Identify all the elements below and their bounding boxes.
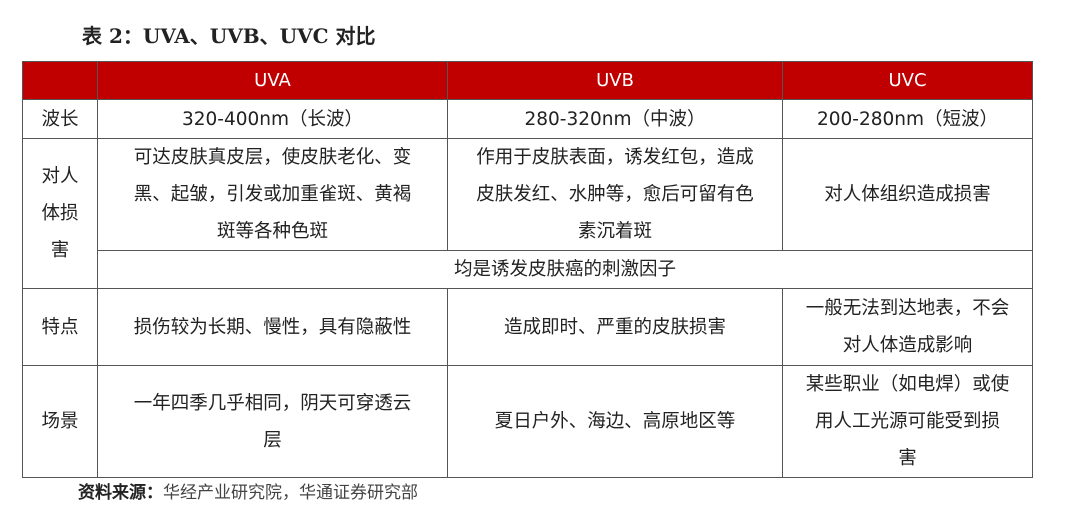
text-line: 一年四季几乎相同，阴天可穿透云 — [133, 392, 412, 414]
cell-wavelength-uva: 320-400nm（长波） — [97, 99, 448, 139]
source-text: 华经产业研究院，华通证券研究部 — [163, 483, 418, 503]
source-label: 资料来源： — [78, 483, 163, 503]
cell-harm-uva: 可达皮肤真皮层，使皮肤老化、变 黑、起皱，引发或加重雀斑、黄褐 斑等各种色斑 — [97, 138, 448, 251]
header-row: UVA UVB UVC — [22, 61, 1033, 100]
cell-harm-uvb: 作用于皮肤表面，诱发红包，造成 皮肤发红、水肿等，愈后可留有色 素沉着斑 — [447, 138, 783, 251]
header-cell-uvc: UVC — [782, 61, 1033, 100]
table-row-wavelength: 波长 320-400nm（长波） 280-320nm（中波） 200-280nm… — [22, 99, 1033, 139]
label-line: 对人 — [41, 166, 79, 187]
table-row-harm-common: 均是诱发皮肤癌的刺激因子 — [23, 250, 1033, 289]
text-line: 斑等各种色斑 — [216, 221, 328, 242]
text-line: 可达皮肤真皮层，使皮肤老化、变 — [133, 147, 412, 168]
uv-comparison-table: UVA UVB UVC 波长 320-400nm（长波） 280-320nm（中… — [22, 61, 1033, 478]
cell-harm-common: 均是诱发皮肤癌的刺激因子 — [97, 250, 1033, 289]
cell-harm-uvc: 对人体组织造成损害 — [782, 138, 1033, 251]
cell-features-uva: 损伤较为长期、慢性，具有隐蔽性 — [97, 288, 448, 366]
text-line: 皮肤发红、水肿等，愈后可留有色 — [476, 184, 754, 205]
cell-scene-uvb: 夏日户外、海边、高原地区等 — [447, 365, 783, 478]
cell-wavelength-uvc: 200-280nm（短波） — [782, 99, 1033, 139]
text-line: 害 — [898, 448, 917, 469]
text-line: 对人体造成影响 — [842, 335, 973, 356]
text-line: 素沉着斑 — [577, 221, 652, 242]
source-note: 资料来源：华经产业研究院，华通证券研究部 — [78, 478, 418, 503]
cell-scene-uvc: 某些职业（如电焊）或使 用人工光源可能受到损 害 — [782, 365, 1033, 478]
row-label-scene: 场景 — [22, 365, 98, 478]
row-label-harm: 对人 体损 害 — [22, 138, 98, 289]
header-cell-uvb: UVB — [447, 61, 783, 100]
text-line: 某些职业（如电焊）或使 — [805, 374, 1010, 395]
table-row-scene: 场景 一年四季几乎相同，阴天可穿透云 层 夏日户外、海边、高原地区等 某些职业（… — [22, 365, 1033, 478]
table-row-harm: 对人 体损 害 可达皮肤真皮层，使皮肤老化、变 黑、起皱，引发或加重雀斑、黄褐 … — [22, 138, 1033, 289]
cell-features-uvc: 一般无法到达地表，不会 对人体造成影响 — [782, 288, 1033, 366]
table-caption: 表 2：UVA、UVB、UVC 对比 — [82, 24, 376, 48]
cell-features-uvb: 造成即时、严重的皮肤损害 — [447, 288, 783, 366]
label-line: 体损 — [41, 203, 79, 224]
text-line: 作用于皮肤表面，诱发红包，造成 — [476, 147, 754, 168]
text-line: 黑、起皱，引发或加重雀斑、黄褐 — [133, 184, 412, 205]
text-line: 一般无法到达地表，不会 — [805, 298, 1010, 319]
cell-wavelength-uvb: 280-320nm（中波） — [447, 99, 783, 139]
label-line: 害 — [50, 240, 70, 261]
table-row-features: 特点 损伤较为长期、慢性，具有隐蔽性 造成即时、严重的皮肤损害 一般无法到达地表… — [22, 288, 1033, 366]
text-line: 层 — [263, 429, 282, 451]
text-line: 用人工光源可能受到损 — [814, 411, 1000, 432]
header-cell-empty — [22, 61, 98, 100]
cell-scene-uva: 一年四季几乎相同，阴天可穿透云 层 — [97, 365, 448, 478]
row-label-wavelength: 波长 — [22, 99, 98, 139]
row-label-features: 特点 — [22, 288, 98, 366]
header-cell-uva: UVA — [97, 61, 448, 100]
